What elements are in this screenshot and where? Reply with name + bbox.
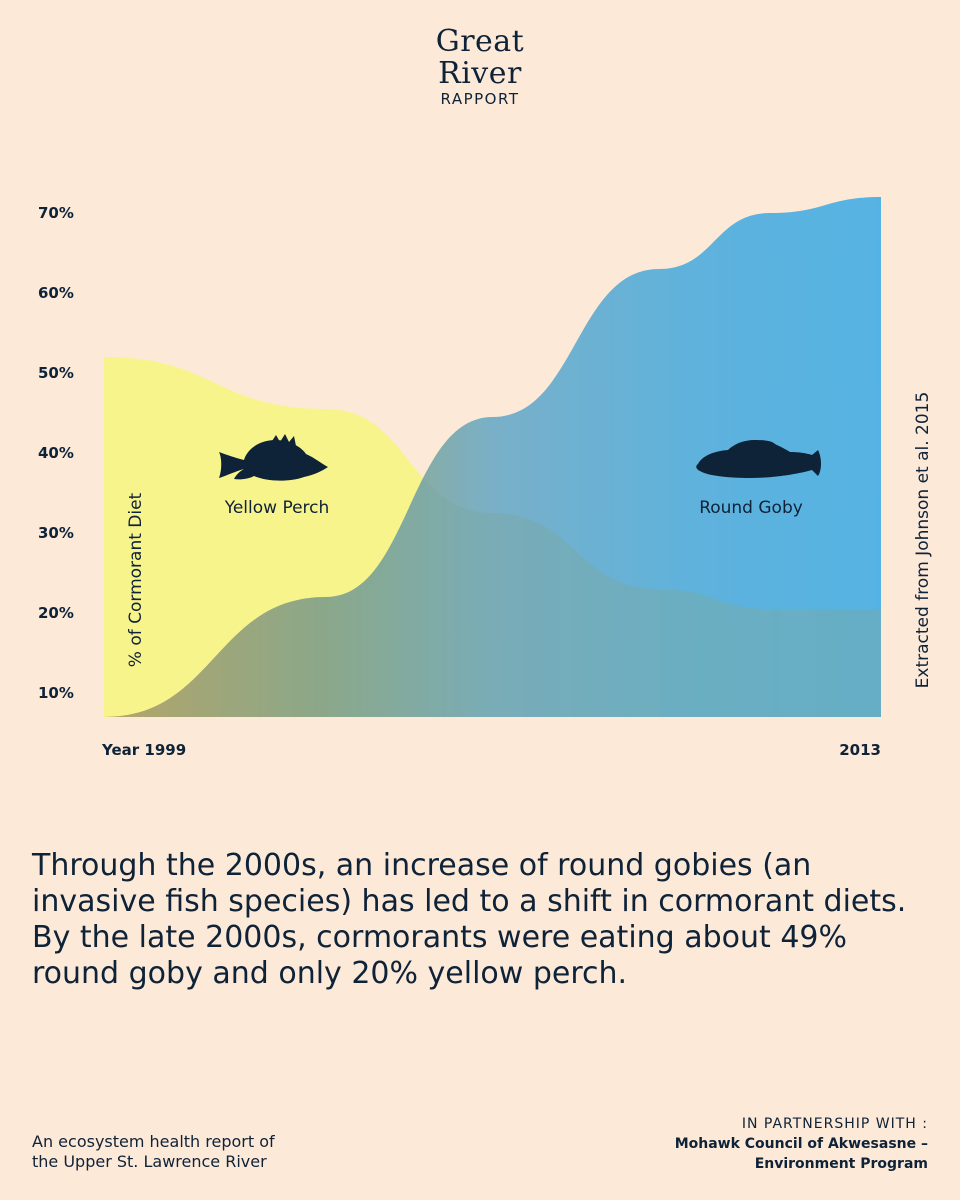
logo: Great River RAPPORT: [0, 24, 960, 109]
round-goby-fish-icon: [696, 440, 821, 478]
footer-left: An ecosystem health report of the Upper …: [32, 1132, 275, 1172]
logo-line-great: Great: [435, 24, 525, 59]
source-note: Extracted from Johnson et al. 2015: [913, 392, 933, 689]
series-label-yellow-perch: Yellow Perch: [224, 498, 330, 518]
yellow-perch-fish-icon: [219, 434, 328, 481]
series-label-round-goby: Round Goby: [699, 498, 803, 518]
footer-right: IN PARTNERSHIP WITH : Mohawk Council of …: [675, 1114, 928, 1174]
y-tick-label: 30%: [38, 524, 74, 542]
partnership-label: IN PARTNERSHIP WITH :: [741, 1116, 928, 1132]
partner-name-line1: Mohawk Council of Akwesasne –: [674, 1136, 928, 1152]
x-label-start: Year 1999: [101, 741, 186, 759]
y-tick-label: 60%: [38, 284, 74, 302]
partner-name-line2: Environment Program: [754, 1156, 928, 1172]
y-tick-label: 40%: [38, 444, 74, 462]
y-axis-label: % of Cormorant Diet: [126, 492, 146, 667]
footer-left-line1: An ecosystem health report of: [32, 1132, 275, 1151]
y-tick-label: 10%: [38, 684, 74, 702]
logo-line-rapport: RAPPORT: [440, 90, 520, 108]
y-tick-label: 50%: [38, 364, 74, 382]
series-area-round-goby: [104, 197, 881, 717]
logo-line-river: River: [438, 56, 522, 91]
diet-chart: 10% 20% 30% 40% 50% 60% 70% Year 1999 2013 % o…: [38, 197, 933, 759]
footer-left-line2: the Upper St. Lawrence River: [32, 1152, 267, 1171]
y-tick-label: 20%: [38, 604, 74, 622]
y-tick-label: 70%: [38, 204, 74, 222]
caption: Through the 2000s, an increase of round …: [32, 848, 907, 991]
x-label-end: 2013: [839, 741, 881, 759]
y-axis: 10% 20% 30% 40% 50% 60% 70%: [38, 204, 74, 702]
